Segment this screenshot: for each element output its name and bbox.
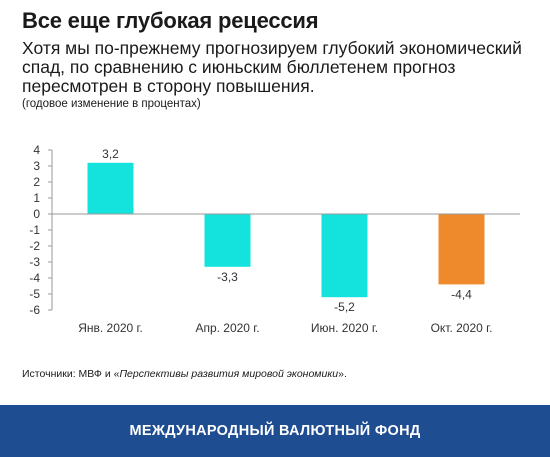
y-tick-label: 0 xyxy=(33,207,40,221)
units-note: (годовое изменение в процентах) xyxy=(22,98,201,110)
y-tick-label: -2 xyxy=(29,239,40,253)
source-note: Источники: МВФ и «Перспективы развития м… xyxy=(22,368,347,380)
source-suffix: ». xyxy=(338,368,347,380)
bar xyxy=(321,214,368,298)
chart-title: Все еще глубокая рецессия xyxy=(22,8,319,33)
y-tick-label: 2 xyxy=(33,175,40,189)
x-category-label: Окт. 2020 г. xyxy=(431,321,493,335)
y-tick-label: -3 xyxy=(29,255,40,269)
bar xyxy=(438,214,485,285)
y-tick-label: -1 xyxy=(29,223,40,237)
bar xyxy=(204,214,251,267)
y-tick-label: 1 xyxy=(33,191,40,205)
bar-value-label: 3,2 xyxy=(102,147,119,161)
footer-banner: МЕЖДУНАРОДНЫЙ ВАЛЮТНЫЙ ФОНД xyxy=(0,405,550,457)
y-tick-label: 4 xyxy=(33,143,40,157)
bar xyxy=(87,162,134,214)
y-tick-label: -5 xyxy=(29,287,40,301)
bar-value-label: -5,2 xyxy=(334,300,355,314)
source-publication: Перспективы развития мировой экономики xyxy=(119,368,339,380)
source-prefix: Источники: МВФ и « xyxy=(22,368,120,380)
y-tick-label: -4 xyxy=(29,271,40,285)
x-category-label: Янв. 2020 г. xyxy=(78,321,143,335)
bar-chart: 4 3 2 1 0 -1 -2 -3 -4 -5 -6 3,2 Янв. 2020 г. -3,3 Апр.… xyxy=(29,143,520,335)
bar-value-label: -3,3 xyxy=(217,270,238,284)
chart-subtitle: Хотя мы по-прежнему прогнозируем глубоки… xyxy=(22,38,522,96)
bar-value-label: -4,4 xyxy=(451,287,472,301)
y-tick-label: -6 xyxy=(29,303,40,317)
footer-organization: МЕЖДУНАРОДНЫЙ ВАЛЮТНЫЙ ФОНД xyxy=(129,423,421,439)
x-category-label: Июн. 2020 г. xyxy=(311,321,378,335)
y-tick-label: 3 xyxy=(33,159,40,173)
x-category-label: Апр. 2020 г. xyxy=(195,321,259,335)
